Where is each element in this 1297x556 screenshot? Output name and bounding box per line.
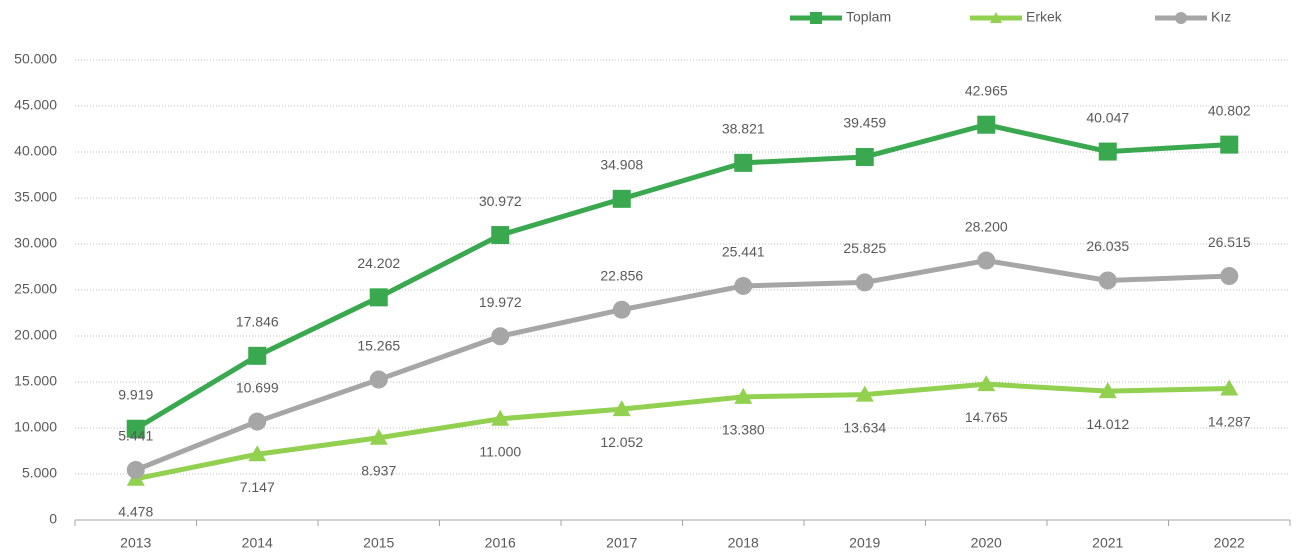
series-line [134,122,1230,431]
marker [491,327,510,346]
marker [977,115,996,134]
y-tick-label: 35.000 [14,189,57,205]
data-label: 25.825 [843,240,886,256]
data-label: 9.919 [118,386,153,402]
marker [1220,379,1239,396]
data-label: 40.802 [1208,102,1251,118]
series-line [135,381,1230,482]
x-tick-label: 2020 [971,535,1002,551]
marker [369,370,388,389]
x-tick-label: 2014 [242,535,273,551]
marker [734,387,753,404]
data-label: 40.047 [1086,109,1129,125]
data-label: 15.265 [357,337,400,353]
data-label: 39.459 [843,115,886,131]
legend-marker [990,12,1002,23]
marker [126,419,145,438]
marker [491,226,510,245]
marker [612,189,631,208]
data-label: 24.202 [357,255,400,271]
data-label: 11.000 [479,444,521,460]
data-label: 42.965 [965,82,1008,98]
data-label: 13.634 [843,419,886,435]
x-tick-label: 2017 [606,535,637,551]
x-tick-label: 2021 [1092,535,1123,551]
data-label: 14.765 [965,409,1008,425]
x-tick-label: 2018 [728,535,759,551]
marker [1098,382,1117,399]
y-tick-label: 20.000 [14,327,57,343]
data-label: 8.937 [361,462,396,478]
marker [248,445,267,462]
data-label: 7.147 [240,479,275,495]
marker [1098,142,1117,161]
marker [1220,135,1239,154]
legend-marker [810,12,822,24]
data-label: 13.380 [722,422,765,438]
data-label: 30.972 [479,193,522,209]
data-label: 19.972 [479,294,522,310]
marker [491,409,510,426]
marker [855,385,874,402]
data-label: 5.441 [118,428,153,444]
data-label: 10.699 [236,379,279,395]
x-tick-label: 2013 [120,535,151,551]
data-label: 38.821 [722,121,765,137]
marker [612,400,631,417]
x-tick-label: 2019 [849,535,880,551]
marker [126,460,145,479]
y-tick-label: 30.000 [14,235,57,251]
data-label: 34.908 [600,157,643,173]
data-label: 26.035 [1086,238,1129,254]
data-label: 22.856 [600,267,643,283]
marker [612,300,631,319]
marker [369,428,388,445]
legend-marker [1175,12,1187,24]
data-label: 14.012 [1086,416,1129,432]
marker [977,251,996,270]
marker [369,288,388,307]
data-label: 12.052 [600,434,643,450]
series-line [134,258,1230,473]
legend-label: Kız [1211,9,1231,25]
y-tick-label: 5.000 [22,465,57,481]
data-label: 28.200 [965,218,1008,234]
data-label: 17.846 [236,314,279,330]
marker [855,273,874,292]
marker [248,346,267,365]
y-tick-label: 15.000 [14,373,57,389]
y-tick-label: 45.000 [14,97,57,113]
y-tick-label: 50.000 [14,51,57,67]
marker [1220,267,1239,286]
marker [734,153,753,172]
data-label: 14.287 [1208,413,1251,429]
y-tick-label: 10.000 [14,419,57,435]
legend-label: Toplam [846,9,891,25]
data-label: 25.441 [722,244,765,260]
y-tick-label: 0 [49,511,57,527]
marker [734,276,753,295]
data-label: 26.515 [1208,234,1251,250]
y-tick-label: 25.000 [14,281,57,297]
marker [1098,271,1117,290]
marker [248,412,267,431]
x-tick-label: 2015 [363,535,394,551]
legend-label: Erkek [1026,9,1063,25]
x-tick-label: 2016 [485,535,516,551]
marker [977,375,996,392]
marker [855,147,874,166]
data-label: 4.478 [118,504,153,520]
x-tick-label: 2022 [1214,535,1245,551]
y-tick-label: 40.000 [14,143,57,159]
